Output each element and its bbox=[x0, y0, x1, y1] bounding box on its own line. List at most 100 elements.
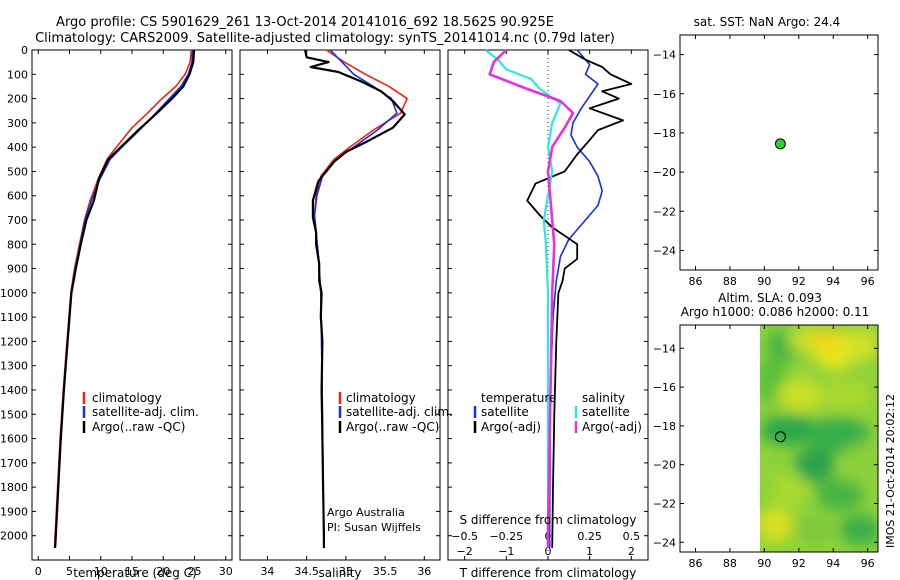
s-diff-tick-label: 0.5 bbox=[623, 530, 641, 543]
t-difference-axis-label: T difference from climatology bbox=[459, 566, 637, 580]
salinity-tick-label: 34.5 bbox=[294, 565, 319, 578]
depth-tick-label: 1800 bbox=[0, 481, 28, 494]
legend-label-satellite: satellite-adj. clim. bbox=[346, 405, 453, 419]
latitude-tick-label: −20 bbox=[653, 459, 676, 472]
imos-timestamp: IMOS 21-Oct-2014 20:02:12 bbox=[884, 394, 897, 548]
series-line-0 bbox=[53, 49, 193, 548]
longitude-tick-label: 92 bbox=[792, 275, 806, 288]
argo-float-position bbox=[774, 138, 786, 150]
depth-tick-label: 100 bbox=[7, 68, 28, 81]
longitude-tick-label: 86 bbox=[688, 275, 702, 288]
t-diff-tick-label: −1 bbox=[498, 545, 514, 558]
latitude-tick-label: −24 bbox=[653, 244, 676, 257]
temperature-tick-label: 30 bbox=[219, 565, 233, 578]
depth-tick-label: 800 bbox=[7, 238, 28, 251]
legend-label-climatology: climatology bbox=[346, 391, 416, 405]
legend-label-argo: Argo(..raw -QC) bbox=[346, 420, 439, 434]
longitude-tick-label: 92 bbox=[792, 557, 806, 570]
series-line-2 bbox=[54, 49, 195, 548]
latitude-tick-label: −20 bbox=[653, 166, 676, 179]
title-line-2: Climatology: CARS2009. Satellite-adjuste… bbox=[35, 31, 615, 46]
difference-panel: −2 −1 0 1 2−0.5 −0.25 0 0.25 0.5 S difference fr… bbox=[447, 49, 649, 580]
depth-tick-label: 0 bbox=[21, 44, 28, 57]
temperature-panel: 0100200300400500600700800900100011001200… bbox=[0, 44, 233, 580]
latitude-tick-label: −22 bbox=[653, 497, 676, 510]
depth-tick-label: 1700 bbox=[0, 457, 28, 470]
temperature-tick-label: 0 bbox=[35, 565, 42, 578]
s-difference-axis-label: S difference from climatology bbox=[460, 513, 637, 527]
salinity-depth-ticks bbox=[240, 49, 440, 537]
depth-tick-label: 300 bbox=[7, 117, 28, 130]
series-line-0 bbox=[313, 49, 408, 548]
latitude-tick-label: −16 bbox=[653, 88, 676, 101]
depth-tick-label: 1900 bbox=[0, 505, 28, 518]
t-diff-tick-label: 1 bbox=[586, 545, 593, 558]
longitude-tick-label: 96 bbox=[861, 557, 875, 570]
latitude-tick-label: −22 bbox=[653, 205, 676, 218]
series-line-3 bbox=[488, 49, 575, 548]
temperature-axis-label: temperature (deg C) bbox=[73, 566, 196, 580]
sla-field bbox=[760, 325, 878, 552]
depth-tick-label: 900 bbox=[7, 263, 28, 276]
longitude-tick-label: 88 bbox=[723, 275, 737, 288]
legend-label-t-satellite: satellite bbox=[481, 405, 529, 419]
t-diff-tick-label: −2 bbox=[457, 545, 473, 558]
t-diff-tick-label: 0 bbox=[545, 545, 552, 558]
longitude-tick-label: 90 bbox=[757, 275, 771, 288]
salinity-tick-label: 35 bbox=[339, 565, 353, 578]
longitude-tick-label: 94 bbox=[826, 275, 840, 288]
sla-map-frame bbox=[679, 324, 879, 553]
salinity-axis-ticks: 34 34.5 35 35.5 36 bbox=[260, 50, 431, 578]
series-line-1 bbox=[54, 49, 194, 548]
longitude-tick-label: 96 bbox=[861, 275, 875, 288]
depth-tick-label: 1200 bbox=[0, 335, 28, 348]
legend-label-satellite: satellite-adj. clim. bbox=[92, 405, 199, 419]
latitude-tick-label: −16 bbox=[653, 381, 676, 394]
latitude-tick-label: −14 bbox=[653, 49, 676, 62]
salinity-tick-label: 34 bbox=[260, 565, 274, 578]
depth-tick-label: 400 bbox=[7, 141, 28, 154]
credit-pi: PI: Susan Wijffels bbox=[327, 521, 421, 534]
legend-title-salinity: salinity bbox=[582, 391, 625, 405]
t-diff-tick-label: 2 bbox=[628, 545, 635, 558]
sst-map-axis-ticks: 86 88 90 92 94 96 −14 −16 −18 −20 −22 −24 bbox=[653, 35, 878, 288]
temperature-plot-frame bbox=[31, 49, 233, 561]
depth-tick-label: 600 bbox=[7, 190, 28, 203]
legend-label-s-argo: Argo(-adj) bbox=[582, 420, 642, 434]
s-diff-tick-label: −0.5 bbox=[451, 530, 478, 543]
temperature-profile-lines bbox=[53, 49, 195, 548]
depth-tick-label: 1100 bbox=[0, 311, 28, 324]
latitude-tick-label: −18 bbox=[653, 127, 676, 140]
legend-label-t-argo: Argo(-adj) bbox=[481, 420, 541, 434]
temperature-axis-ticks: 0 5 10 15 20 25 30 bbox=[35, 50, 233, 578]
salinity-axis-label: salinity bbox=[318, 566, 361, 580]
difference-profile-lines bbox=[484, 49, 633, 548]
salinity-plot-frame bbox=[239, 49, 441, 561]
sst-map-panel: sat. SST: NaN Argo: 24.4 86 88 90 92 94 96 −14… bbox=[653, 15, 879, 288]
depth-tick-label: 1500 bbox=[0, 408, 28, 421]
depth-tick-label: 200 bbox=[7, 93, 28, 106]
depth-axis-ticks: 0 100 200 300 400 500 600 700 800 900 1000 1100 1200… bbox=[0, 44, 232, 543]
legend-label-climatology: climatology bbox=[92, 391, 162, 405]
longitude-tick-label: 88 bbox=[723, 557, 737, 570]
depth-tick-label: 1600 bbox=[0, 433, 28, 446]
credit-argo-australia: Argo Australia bbox=[327, 506, 405, 519]
sla-map-axis-ticks: 86 88 90 92 94 96 −14 −16 −18 −20 −22 −24 bbox=[653, 325, 878, 570]
sst-map-frame bbox=[679, 34, 879, 271]
temperature-legend: climatology satellite-adj. clim. Argo(..… bbox=[82, 391, 199, 434]
legend-label-s-satellite: satellite bbox=[582, 405, 630, 419]
temperature-tick-label: 5 bbox=[66, 565, 73, 578]
s-diff-tick-label: −0.25 bbox=[489, 530, 523, 543]
difference-legend: temperature satellite Argo(-adj) salinit… bbox=[473, 391, 642, 434]
latitude-tick-label: −24 bbox=[653, 536, 676, 549]
latitude-tick-label: −18 bbox=[653, 420, 676, 433]
temperature-tick-label: 15 bbox=[125, 565, 139, 578]
depth-tick-label: 700 bbox=[7, 214, 28, 227]
depth-tick-label: 1400 bbox=[0, 384, 28, 397]
series-line-2 bbox=[304, 49, 406, 548]
legend-title-temperature: temperature bbox=[481, 391, 556, 405]
sst-map-title: sat. SST: NaN Argo: 24.4 bbox=[694, 15, 841, 29]
salinity-panel: 34 34.5 35 35.5 36 salinity climatology sate… bbox=[239, 49, 453, 580]
argo-float-position bbox=[774, 431, 786, 443]
